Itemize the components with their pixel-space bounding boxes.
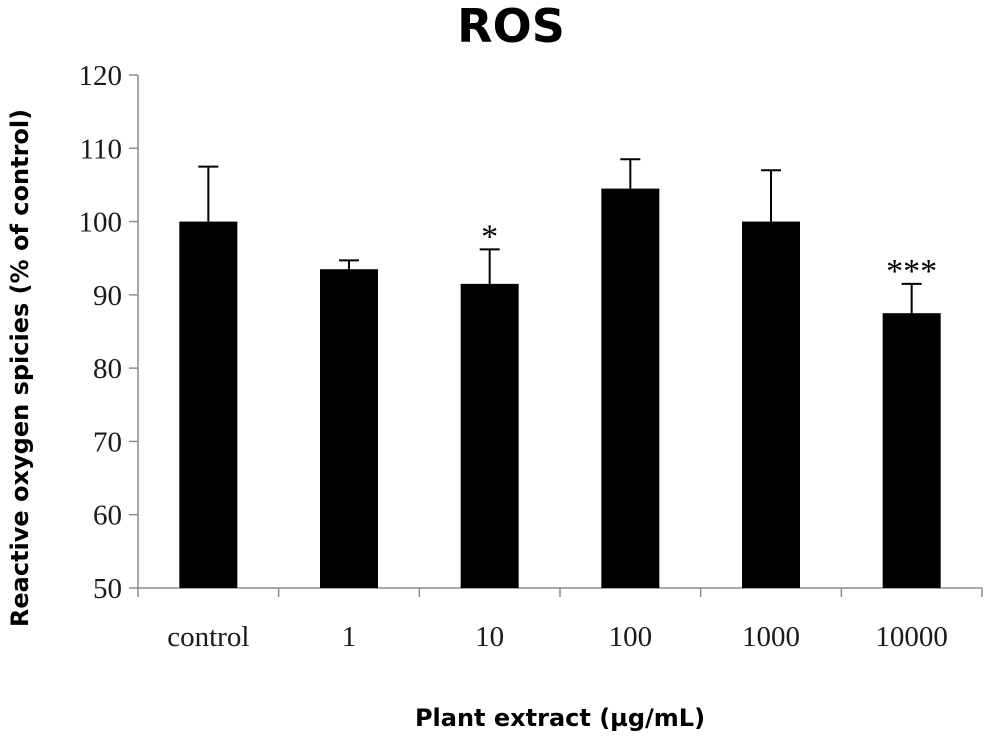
x-tick-label: 100 <box>609 621 653 653</box>
y-tick-label: 60 <box>93 500 122 532</box>
x-tick-label: 10000 <box>875 621 948 653</box>
x-axis-title: Plant extract (µg/mL) <box>415 704 705 732</box>
y-axis-title: Reactive oxygen spicies (% of control) <box>6 109 34 627</box>
y-tick-label: 70 <box>93 426 122 458</box>
bar-1 <box>320 269 378 588</box>
significance-markers: **** <box>481 218 937 289</box>
x-tick-label: 10 <box>475 621 504 653</box>
y-tick-label: 100 <box>79 207 123 239</box>
bar-100 <box>601 188 660 589</box>
y-axis-ticks: 50 60 70 80 90 100 110 120 <box>79 60 138 605</box>
y-tick-label: 120 <box>79 60 123 92</box>
y-tick-label: 80 <box>93 353 122 385</box>
x-axis-ticks: control 1 10 100 1000 10000 <box>137 588 983 653</box>
bar-series <box>179 188 941 589</box>
y-tick-label: 110 <box>80 133 122 165</box>
x-tick-label: 1000 <box>742 621 800 653</box>
y-tick-label: 90 <box>93 280 122 312</box>
x-tick-label: 1 <box>342 621 357 653</box>
bar-10 <box>460 283 519 588</box>
significance-marker: * <box>481 218 498 255</box>
bar-1000 <box>742 221 800 589</box>
bar-10000 <box>882 313 941 588</box>
y-tick-label: 50 <box>93 573 122 605</box>
x-tick-label: control <box>167 621 249 653</box>
bar-control <box>179 221 238 589</box>
significance-marker: *** <box>886 253 937 290</box>
error-bars <box>198 158 922 314</box>
chart-title: ROS <box>457 0 565 53</box>
